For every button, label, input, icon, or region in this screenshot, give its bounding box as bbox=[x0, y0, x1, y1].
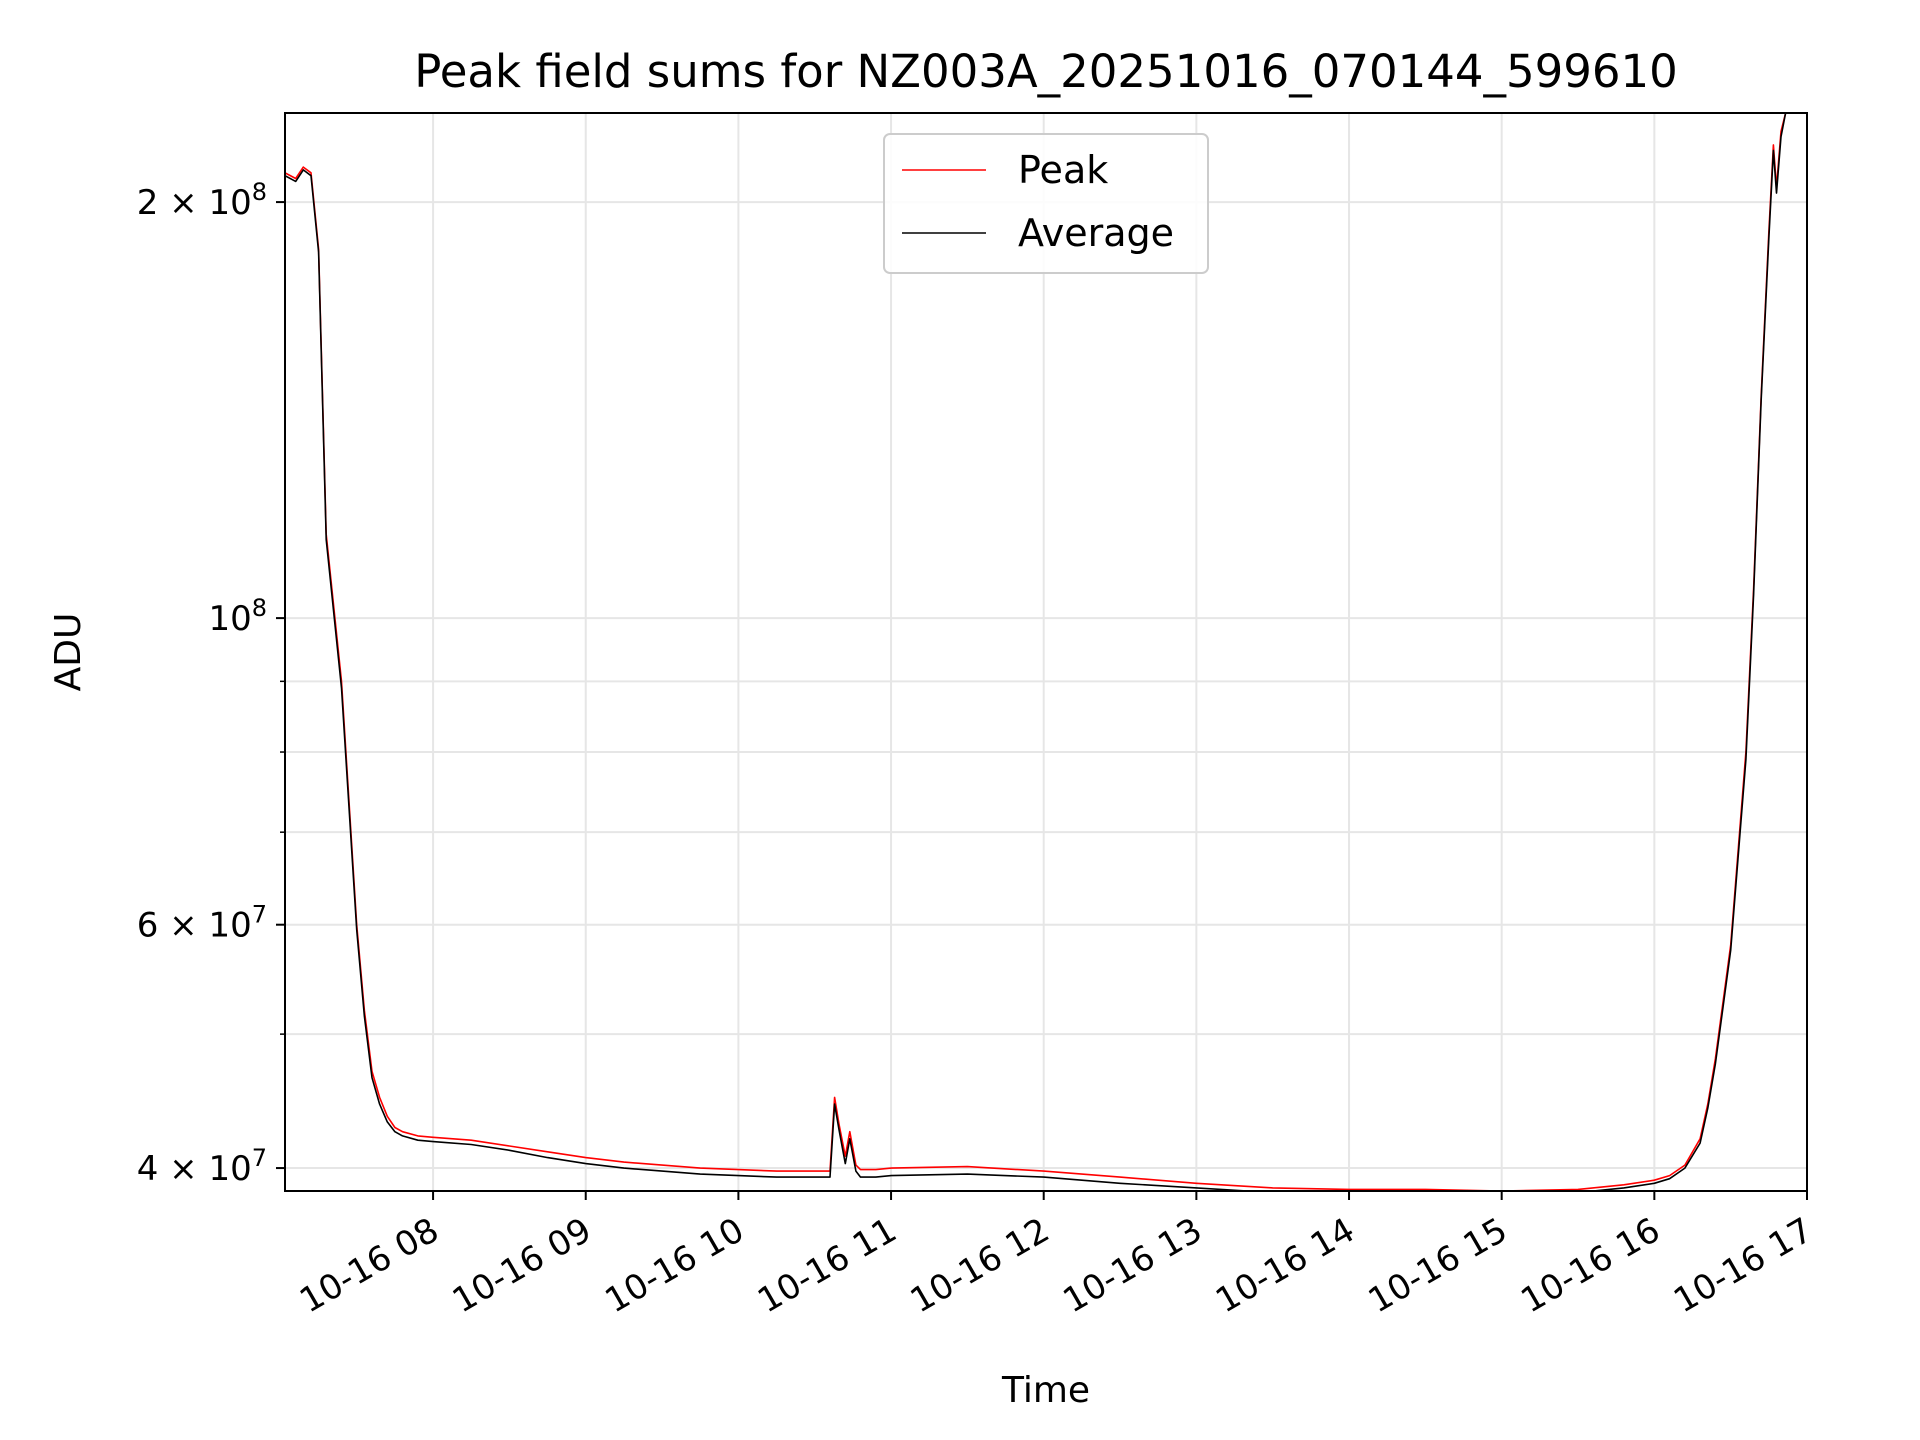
legend-label-average: Average bbox=[1018, 211, 1174, 255]
series-line-average bbox=[285, 113, 1807, 1191]
legend-box bbox=[883, 133, 1209, 274]
y-tick-label: 108 bbox=[208, 594, 267, 639]
y-tick-label: 6 × 107 bbox=[137, 901, 267, 946]
y-tick-label: 4 × 107 bbox=[137, 1144, 267, 1189]
data-series bbox=[285, 113, 1807, 1191]
chart-title: Peak field sums for NZ003A_20251016_0701… bbox=[414, 45, 1678, 98]
plot-frame bbox=[284, 112, 1808, 1192]
y-axis-title: ADU bbox=[48, 613, 89, 692]
x-axis-title: Time bbox=[1001, 1370, 1090, 1411]
y-tick-label: 2 × 108 bbox=[137, 178, 267, 223]
legend-label-peak: Peak bbox=[1018, 148, 1108, 192]
legend: Peak Average bbox=[883, 133, 1209, 274]
